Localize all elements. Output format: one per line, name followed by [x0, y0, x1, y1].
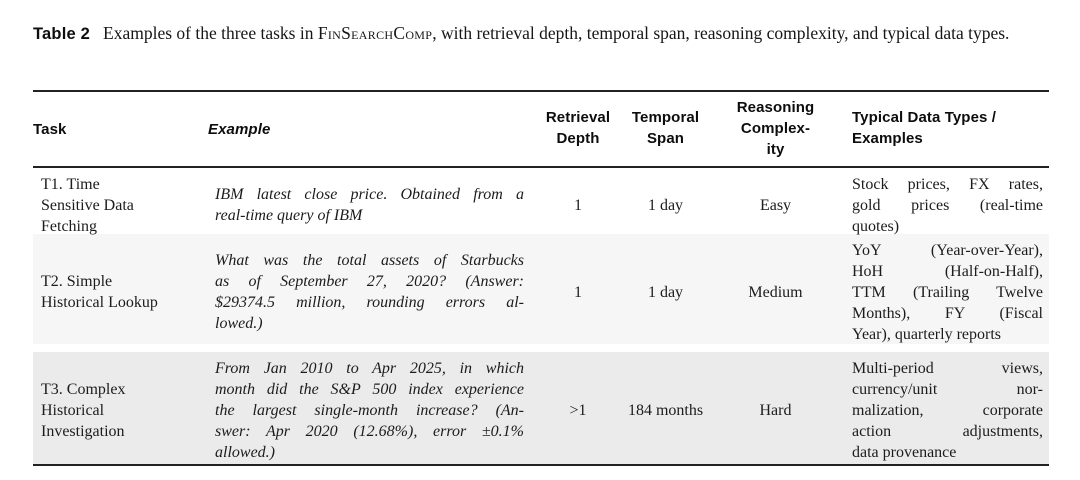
- t1-reasoning-complexity: Easy: [759, 196, 792, 214]
- header-typical-data-types: Typical Data Types / Examples: [852, 109, 996, 148]
- header-example: Example: [208, 120, 271, 138]
- table-header-rule: [33, 166, 1049, 168]
- t1-retrieval-depth: 1: [574, 196, 582, 214]
- t1-typical-data-types: Stock prices, FX rates, gold prices (real…: [852, 175, 1043, 235]
- table-caption-text-after: , with retrieval depth, temporal span, r…: [432, 23, 1010, 43]
- table-row-t2: T2. Simple Historical Lookup What was the…: [33, 233, 1049, 344]
- table-row-t3: T3. Complex Historical Investigation From …: [33, 351, 1049, 464]
- t1-task: T1. Time Sensitive Data Fetching: [41, 175, 134, 235]
- t2-temporal-span: 1 day: [647, 283, 684, 301]
- t2-example: What was the total assets of Starbucks as…: [215, 252, 524, 333]
- tasks-table: Task Example Retrieval Depth Temporal Span…: [33, 90, 1049, 467]
- header-task: Task: [33, 120, 67, 138]
- table-caption-label: Table 2: [33, 25, 91, 43]
- table-bottom-rule: [33, 463, 1049, 467]
- t3-retrieval-depth: >1: [569, 401, 587, 419]
- t3-example: From Jan 2010 to Apr 2025, in which month…: [215, 359, 524, 461]
- table-top-rule: [33, 90, 1049, 93]
- header-reasoning-complexity: Reasoning Complex-ity: [736, 98, 815, 158]
- table-caption-text-before: Examples of the three tasks in: [103, 23, 318, 43]
- t2-typical-data-types: YoY (Year-over-Year), HoH (Half-on-Half),…: [852, 241, 1043, 343]
- table-row-t1: T1. Time Sensitive Data Fetching IBM lates…: [33, 167, 1049, 235]
- table-caption-benchmark-name: FinSearchComp: [317, 23, 433, 43]
- t2-reasoning-complexity: Medium: [748, 283, 803, 301]
- t3-task: T3. Complex Historical Investigation: [41, 380, 126, 440]
- header-retrieval-depth: Retrieval Depth: [545, 109, 611, 148]
- header-temporal-span: Temporal Span: [631, 109, 700, 148]
- t2-task: T2. Simple Historical Lookup: [41, 273, 158, 312]
- table-caption: Table 2 Examples of the three tasks in Fi…: [33, 20, 1049, 47]
- table-header-row: Task Example Retrieval Depth Temporal Span…: [33, 92, 1049, 166]
- t3-reasoning-complexity: Hard: [759, 401, 792, 419]
- t2-retrieval-depth: 1: [574, 283, 582, 301]
- t3-temporal-span: 184 months: [627, 401, 704, 419]
- t3-typical-data-types: Multi-period views, currency/unit nor-mal…: [852, 359, 1043, 461]
- row-separator-gap: [33, 343, 1049, 352]
- t1-temporal-span: 1 day: [647, 196, 684, 214]
